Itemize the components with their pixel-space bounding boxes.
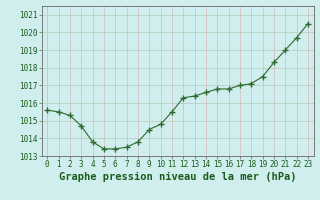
X-axis label: Graphe pression niveau de la mer (hPa): Graphe pression niveau de la mer (hPa) bbox=[59, 172, 296, 182]
